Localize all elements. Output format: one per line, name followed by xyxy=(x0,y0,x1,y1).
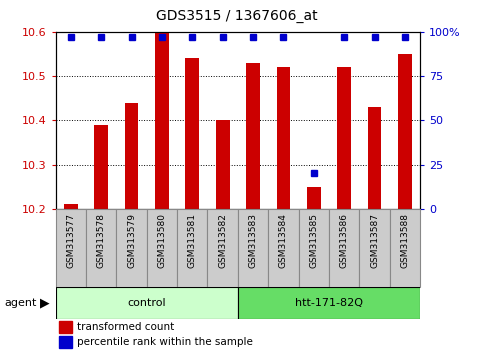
Bar xyxy=(125,103,138,209)
Bar xyxy=(94,125,108,209)
Bar xyxy=(116,209,147,287)
Bar xyxy=(268,209,298,287)
Text: transformed count: transformed count xyxy=(77,322,175,332)
Text: GSM313587: GSM313587 xyxy=(370,213,379,268)
Text: htt-171-82Q: htt-171-82Q xyxy=(295,298,363,308)
Text: GSM313586: GSM313586 xyxy=(340,213,349,268)
Bar xyxy=(246,63,260,209)
Bar xyxy=(56,287,238,319)
Bar xyxy=(298,209,329,287)
Bar xyxy=(185,58,199,209)
Text: percentile rank within the sample: percentile rank within the sample xyxy=(77,337,253,347)
Text: control: control xyxy=(128,298,166,308)
Text: GSM313577: GSM313577 xyxy=(66,213,75,268)
Text: GSM313588: GSM313588 xyxy=(400,213,410,268)
Bar xyxy=(216,120,229,209)
Bar xyxy=(398,54,412,209)
Bar xyxy=(56,209,86,287)
Bar xyxy=(390,209,420,287)
Bar xyxy=(329,209,359,287)
Text: GSM313581: GSM313581 xyxy=(188,213,197,268)
Text: GSM313578: GSM313578 xyxy=(97,213,106,268)
Text: GSM313579: GSM313579 xyxy=(127,213,136,268)
Bar xyxy=(208,209,238,287)
Bar xyxy=(177,209,208,287)
Text: GSM313582: GSM313582 xyxy=(218,213,227,268)
Bar xyxy=(59,336,72,348)
Text: agent: agent xyxy=(5,298,37,308)
Text: GSM313583: GSM313583 xyxy=(249,213,257,268)
Bar xyxy=(59,321,72,333)
Bar xyxy=(307,187,321,209)
Text: GSM313580: GSM313580 xyxy=(157,213,167,268)
Bar xyxy=(86,209,116,287)
Text: GDS3515 / 1367606_at: GDS3515 / 1367606_at xyxy=(156,9,317,23)
Bar xyxy=(368,107,382,209)
Bar xyxy=(359,209,390,287)
Bar xyxy=(147,209,177,287)
Bar xyxy=(238,209,268,287)
Bar xyxy=(238,287,420,319)
Bar xyxy=(64,204,78,209)
Text: ▶: ▶ xyxy=(40,296,49,309)
Bar xyxy=(155,32,169,209)
Bar xyxy=(338,67,351,209)
Text: GSM313584: GSM313584 xyxy=(279,213,288,268)
Bar xyxy=(277,67,290,209)
Text: GSM313585: GSM313585 xyxy=(309,213,318,268)
